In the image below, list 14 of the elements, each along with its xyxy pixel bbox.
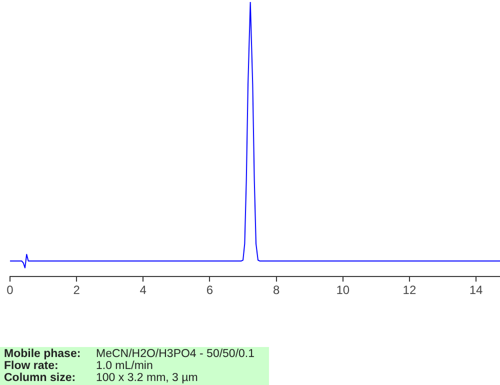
text: MeCN/H2O/H3PO4 - 50/50/0.1	[96, 348, 256, 360]
x-tick-label: 12	[402, 283, 416, 298]
x-tick-label: 10	[336, 283, 350, 298]
x-tick-label: 0	[6, 283, 14, 298]
x-tick-label: 8	[272, 283, 280, 298]
text: Mobile phase:	[4, 348, 82, 360]
x-tick-label: 2	[73, 283, 80, 298]
text: Flow rate:	[4, 360, 60, 372]
text: Column size:	[4, 372, 77, 384]
text: 1.0 mL/min	[96, 360, 154, 372]
x-tick-label: 6	[206, 283, 214, 298]
text: 100 x 3.2 mm, 3 µm	[96, 372, 199, 384]
x-tick-label: 14	[469, 283, 484, 298]
x-tick-label: 4	[140, 283, 147, 298]
